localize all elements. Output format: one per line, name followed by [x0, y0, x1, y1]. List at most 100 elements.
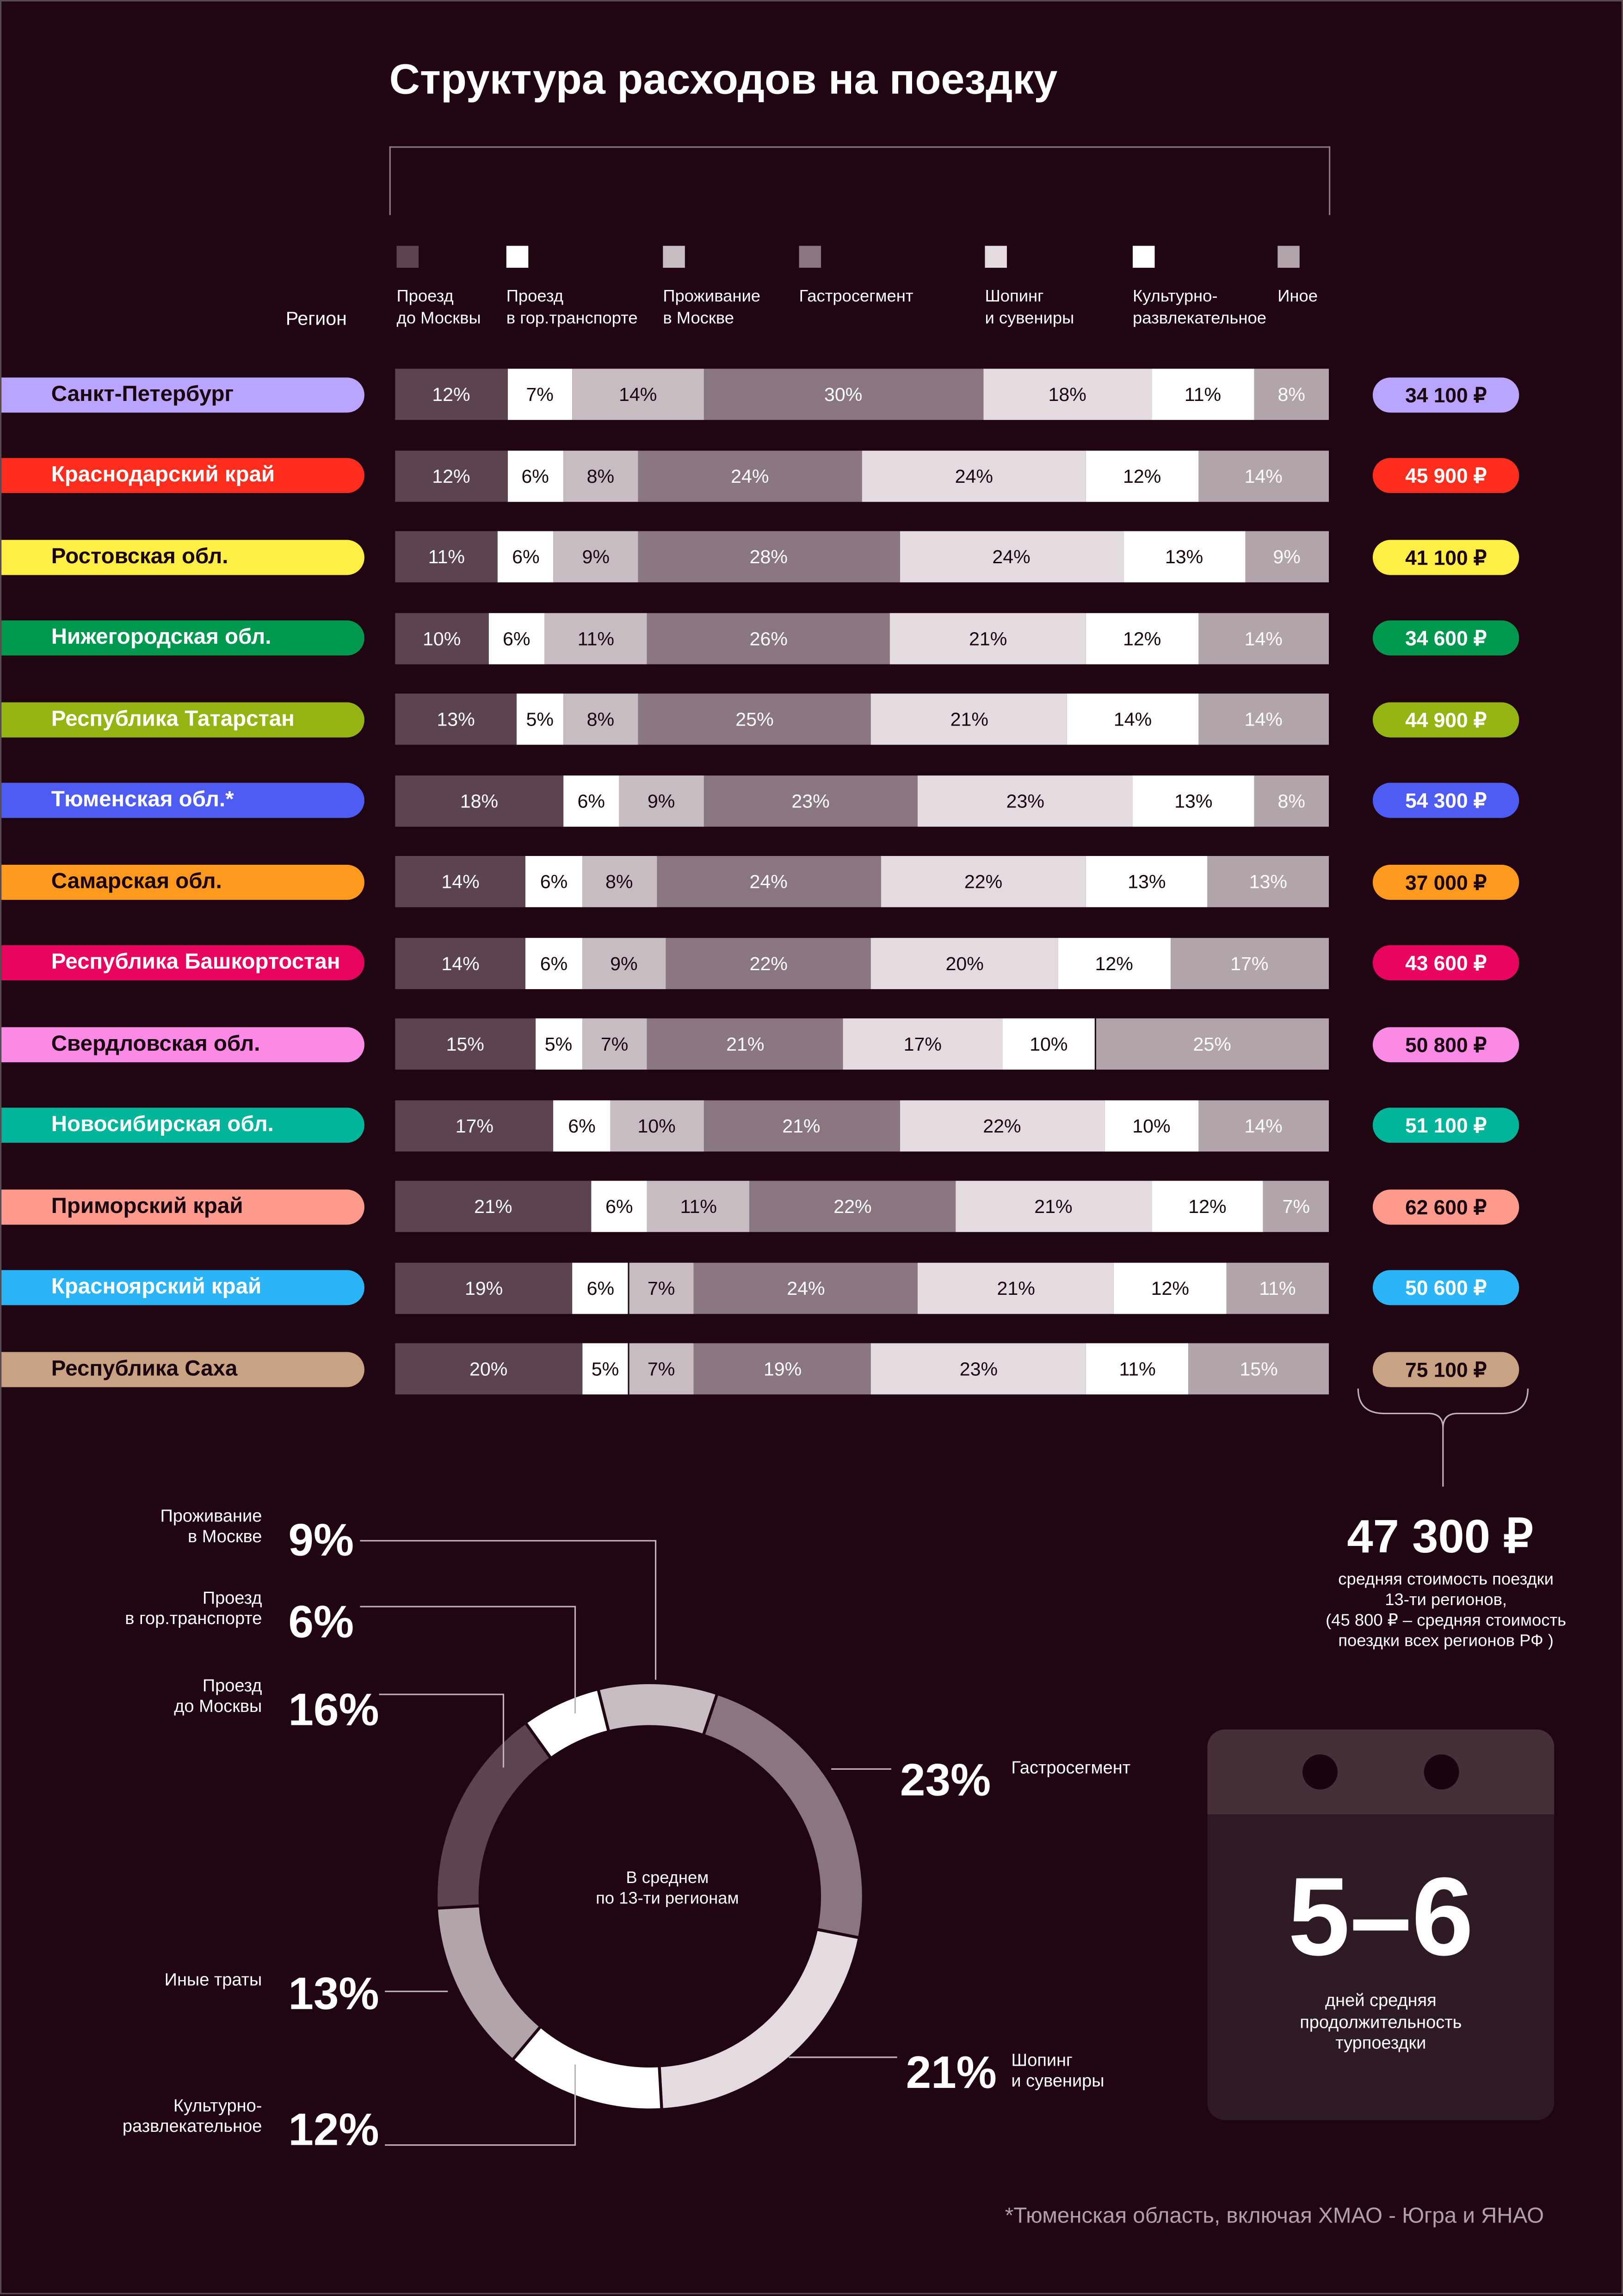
region-label: Республика Саха — [1, 1351, 364, 1386]
title: Структура расходов на поездку — [389, 57, 1058, 104]
bar-value-label: 11% — [680, 1195, 717, 1218]
bar-segment: 9% — [582, 937, 666, 989]
bar-segment: 8% — [582, 856, 657, 907]
bar-segment: 24% — [638, 449, 862, 501]
bar-value-label: 20% — [469, 1358, 508, 1380]
region-label: Приморский край — [1, 1188, 364, 1224]
bar-segment: 6% — [507, 449, 563, 501]
bar-value-label: 25% — [1193, 1033, 1231, 1055]
bar-value-label: 18% — [460, 789, 499, 812]
bracket — [389, 146, 1331, 215]
bar-value-label: 23% — [959, 1358, 998, 1380]
bar-value-label: 18% — [1048, 383, 1086, 406]
bar-segment: 25% — [1095, 1018, 1329, 1070]
total-label: 37 000 ₽ — [1372, 864, 1519, 899]
legend-label: Гастросегмент — [799, 288, 913, 306]
bar-value-label: 7% — [1282, 1195, 1310, 1218]
duration: 5–6 — [1288, 1855, 1474, 1980]
bar-value-label: 8% — [1277, 789, 1305, 812]
bar-value-label: 21% — [474, 1195, 512, 1218]
bar-segment: 7% — [507, 369, 573, 420]
bar-segment: 19% — [694, 1343, 871, 1395]
bar-value-label: 24% — [992, 546, 1031, 568]
donut-pct: 12% — [288, 2104, 379, 2155]
bar-value-label: 11% — [1259, 1276, 1296, 1299]
bar-segment: 6% — [525, 856, 582, 907]
bar-segment: 22% — [881, 856, 1086, 907]
bar-value-label: 6% — [512, 546, 540, 568]
donut-label: Иные траты — [164, 1969, 262, 1990]
bar-value-label: 14% — [441, 870, 480, 893]
bar-segment: 22% — [899, 1099, 1105, 1151]
total-bracket — [1357, 1388, 1529, 1487]
bar-value-label: 21% — [969, 627, 1007, 649]
total-label: 34 600 ₽ — [1372, 620, 1519, 656]
donut-label: Проживание в Москве — [160, 1505, 262, 1547]
region-label: Нижегородская обл. — [1, 620, 364, 656]
bar-segment: 6% — [554, 1099, 610, 1151]
average-note: средняя стоимость поездки 13-ти регионов… — [1326, 1571, 1567, 1651]
total-label: 41 100 ₽ — [1372, 539, 1519, 574]
bar-value-label: 11% — [1119, 1358, 1156, 1380]
bar-value-label: 19% — [464, 1276, 503, 1299]
region-label: Республика Башкортостан — [1, 945, 364, 980]
bar-segment: 18% — [983, 369, 1152, 420]
legend-label: Проезд до Москвы — [396, 288, 481, 328]
bar-segment: 5% — [582, 1343, 629, 1395]
bar-segment: 19% — [395, 1262, 573, 1313]
region-label: Санкт-Петербург — [1, 376, 364, 412]
bar-value-label: 14% — [1113, 708, 1152, 730]
bar-value-label: 13% — [1249, 870, 1287, 893]
bar-segment: 12% — [1086, 449, 1198, 501]
bar-value-label: 10% — [637, 1114, 676, 1136]
bar-segment: 8% — [1254, 775, 1329, 826]
region-label: Тюменская обл.* — [1, 782, 364, 818]
donut-pct: 21% — [906, 2047, 997, 2099]
bar-value-label: 6% — [521, 464, 549, 487]
bar-segment: 14% — [1198, 1099, 1329, 1151]
bar-segment: 10% — [610, 1099, 704, 1151]
calendar-top — [1207, 1729, 1555, 1815]
total-label: 34 100 ₽ — [1372, 376, 1519, 412]
bar-value-label: 22% — [749, 952, 788, 974]
leader-line — [385, 2064, 576, 2146]
bar-value-label: 14% — [1244, 1114, 1283, 1136]
bar-value-label: 25% — [735, 708, 774, 730]
bar-value-label: 15% — [446, 1033, 484, 1055]
bar-segment: 14% — [1198, 693, 1329, 745]
total-label: 45 900 ₽ — [1372, 458, 1519, 493]
bar-segment: 21% — [395, 1181, 592, 1232]
bar-segment: 14% — [1198, 449, 1329, 501]
legend-label: Проезд в гор.транспорте — [506, 288, 638, 328]
bar-value-label: 24% — [749, 870, 788, 893]
donut-center-label: В среднем по 13-ти регионам — [596, 1870, 739, 1908]
region-label: Новосибирская обл. — [1, 1108, 364, 1143]
donut-label: Проезд в гор.транспорте — [125, 1588, 262, 1629]
bar-value-label: 12% — [1095, 952, 1133, 974]
bar-segment: 11% — [647, 1181, 750, 1232]
donut-label: Культурно- развлекательное — [122, 2095, 262, 2136]
donut-pct: 9% — [288, 1514, 354, 1566]
bar-value-label: 9% — [610, 952, 638, 974]
bar-value-label: 7% — [647, 1276, 675, 1299]
legend-swatch — [1133, 246, 1155, 268]
bar-segment: 12% — [395, 449, 507, 501]
bar-segment: 14% — [395, 856, 526, 907]
bar-value-label: 5% — [544, 1033, 573, 1055]
bar-segment: 18% — [395, 775, 563, 826]
bar-segment: 17% — [843, 1018, 1002, 1070]
bar-segment: 22% — [750, 1181, 956, 1232]
bar-value-label: 23% — [791, 789, 830, 812]
bar-segment: 25% — [638, 693, 871, 745]
donut-pct: 16% — [288, 1684, 379, 1736]
bar-value-label: 21% — [782, 1114, 821, 1136]
bar-value-label: 6% — [502, 627, 531, 649]
bar-value-label: 12% — [1188, 1195, 1227, 1218]
bar-segment: 5% — [516, 693, 563, 745]
bar-segment: 24% — [899, 531, 1123, 583]
bar-value-label: 5% — [591, 1358, 619, 1380]
legend-label: Шопинг и сувениры — [985, 288, 1074, 328]
bar-value-label: 8% — [1277, 383, 1305, 406]
bar-value-label: 12% — [432, 464, 470, 487]
